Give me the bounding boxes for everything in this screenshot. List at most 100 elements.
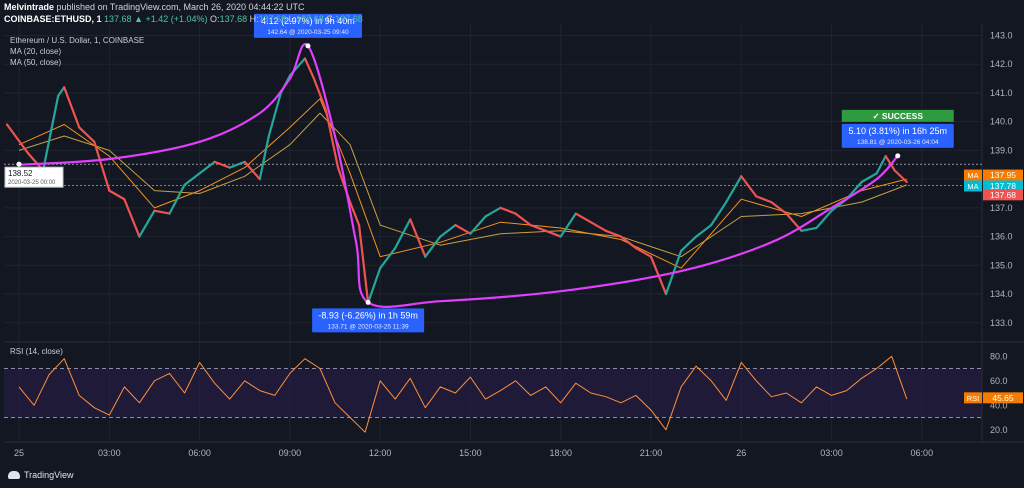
price-segment-21	[303, 57, 316, 80]
rsi-badge	[983, 392, 1023, 404]
time-tick-label-6: 18:00	[549, 448, 572, 458]
brand-label: TradingView	[24, 470, 74, 480]
price-segment-30	[409, 218, 427, 258]
rsi-tick-label-1: 40.0	[990, 400, 1008, 410]
price-segment-43	[604, 229, 622, 238]
rsi-tick-label-0: 20.0	[990, 425, 1008, 435]
price-segment-35	[484, 206, 502, 218]
price-segment-41	[574, 212, 592, 224]
axis-badge-value-2: 137.68	[990, 190, 1016, 200]
callouts: 4.12 (2.97%) in 9h 40m 142.64 @ 2020-03-2…	[4, 13, 954, 333]
price-segment-22	[312, 77, 328, 112]
price-tick-label-8: 141.0	[990, 88, 1013, 98]
price-segment-18	[267, 91, 282, 138]
callout-detail-1: 133.71 @ 2020-03-25 11:39	[328, 323, 409, 330]
callout-point-0	[305, 43, 311, 49]
time-tick-label-5: 15:00	[459, 448, 482, 458]
price-segment-17	[258, 134, 270, 181]
tradingview-cloud-icon	[8, 471, 20, 479]
price-segment-60	[860, 172, 878, 184]
price-segment-51	[725, 175, 743, 204]
time-tick-label-1: 03:00	[98, 448, 121, 458]
axis-badge-1	[983, 180, 1023, 192]
price-change: ▲ +1.42 (+1.04%)	[134, 14, 208, 24]
tradingview-logo[interactable]: TradingView	[8, 470, 74, 480]
time-tick-label-2: 06:00	[188, 448, 211, 458]
rsi-badge-value: 45.65	[992, 393, 1014, 403]
axis-badge-tag-1	[964, 180, 982, 192]
axis-badge-value-0: 137.95	[990, 170, 1016, 180]
price-segment-28	[379, 246, 397, 270]
price-segment-15	[228, 160, 246, 169]
price-segment-50	[710, 201, 728, 227]
price-segment-54	[770, 201, 788, 215]
rsi-badge-tag-text: RSI	[967, 394, 980, 403]
callout-box-1	[312, 308, 425, 333]
callout-point-1	[365, 299, 371, 305]
high-label: H:	[249, 14, 259, 24]
rsi-band	[4, 368, 982, 418]
callout-box-2	[841, 123, 954, 148]
price-segment-5	[78, 126, 96, 143]
close-label: C:	[326, 14, 336, 24]
open-value: 137.68	[219, 14, 248, 24]
start-point	[16, 161, 22, 167]
price-segment-16	[243, 160, 261, 181]
high-value: 137.68	[258, 14, 287, 24]
price-tick-label-2: 135.0	[990, 260, 1013, 270]
price-segment-45	[634, 246, 653, 258]
time-tick-label-9: 03:00	[820, 448, 843, 458]
callout-text-2: 5.10 (3.81%) in 16h 25m	[848, 126, 947, 136]
low-label: L:	[288, 14, 297, 24]
price-segment-10	[153, 209, 171, 215]
price-segment-33	[454, 223, 472, 235]
price-segment-26	[357, 223, 370, 304]
legend-title[interactable]: Ethereum / U.S. Dollar, 1, COINBASE	[10, 36, 145, 45]
price-segment-39	[544, 229, 562, 238]
price-tick-label-9: 142.0	[990, 59, 1013, 69]
axis-badge-tag-text-0: MA	[967, 171, 978, 180]
price-segment-49	[695, 223, 713, 238]
time-tick-label-10: 06:00	[911, 448, 934, 458]
price-segment-14	[213, 160, 231, 169]
time-tick-label-3: 09:00	[279, 448, 302, 458]
callout-text-0: 4.12 (2.97%) in 9h 40m	[261, 16, 355, 26]
price-segment-13	[198, 160, 216, 175]
reference-lines	[4, 163, 982, 186]
callout-text-1: -8.93 (-6.26%) in 1h 59m	[318, 310, 418, 320]
axes: 133.0134.0135.0136.0137.0138.0139.0140.0…	[14, 30, 1012, 458]
legend-ma50[interactable]: MA (50, close)	[10, 58, 62, 67]
legend-rsi[interactable]: RSI (14, close)	[10, 347, 63, 356]
price-segment-2	[42, 94, 60, 172]
ma50-line	[18, 112, 907, 258]
price-tick-label-6: 139.0	[990, 145, 1013, 155]
legend-ma20[interactable]: MA (20, close)	[10, 47, 62, 56]
price-segment-31	[424, 235, 442, 258]
axis-badge-tag-0	[964, 169, 982, 181]
price-segment-25	[348, 201, 361, 227]
price-segment-37	[514, 212, 532, 227]
rsi-badge-tag	[964, 392, 982, 404]
price-segment-6	[93, 140, 111, 192]
price-segment-36	[499, 206, 517, 215]
time-tick-label-4: 12:00	[369, 448, 392, 458]
last-price: 137.68	[104, 14, 132, 24]
price-segment-27	[367, 267, 382, 304]
start-label-value: 138.52	[8, 169, 33, 178]
axis-badge-value-1: 137.78	[990, 181, 1016, 191]
price-segment-3	[57, 86, 66, 97]
ma20-line	[18, 98, 907, 269]
start-label-box	[4, 166, 64, 188]
price-tick-label-10: 143.0	[990, 30, 1013, 40]
price-tick-label-7: 140.0	[990, 117, 1013, 127]
callout-detail-0: 142.64 @ 2020-03-25 09:40	[267, 29, 349, 36]
axis-badge-0	[983, 169, 1023, 181]
symbol-line: COINBASE:ETHUSD, 1 137.68 ▲ +1.42 (+1.04…	[4, 14, 363, 24]
price-segment-62	[884, 155, 896, 172]
price-segment-57	[815, 209, 833, 230]
price-tick-label-4: 137.0	[990, 203, 1013, 213]
author-name[interactable]: Melvintrade	[4, 2, 55, 12]
price-segment-48	[679, 235, 698, 253]
time-tick-label-8: 26	[736, 448, 746, 458]
